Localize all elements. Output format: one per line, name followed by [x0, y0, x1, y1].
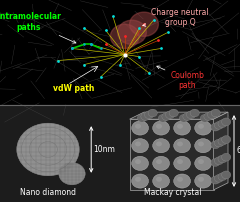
- Circle shape: [177, 159, 183, 164]
- Circle shape: [132, 121, 149, 135]
- Circle shape: [211, 123, 220, 131]
- Bar: [0, 0, 240, 105]
- Circle shape: [166, 111, 175, 119]
- Circle shape: [135, 177, 141, 182]
- Circle shape: [195, 121, 211, 135]
- Text: 10nm: 10nm: [94, 145, 115, 154]
- Circle shape: [214, 121, 224, 129]
- Circle shape: [190, 109, 199, 117]
- Circle shape: [132, 139, 149, 153]
- Circle shape: [174, 174, 191, 188]
- Circle shape: [59, 163, 85, 185]
- Circle shape: [198, 159, 204, 164]
- Circle shape: [198, 177, 204, 182]
- Circle shape: [195, 174, 211, 188]
- Circle shape: [135, 159, 141, 164]
- Circle shape: [174, 156, 191, 170]
- Circle shape: [174, 121, 191, 135]
- Circle shape: [214, 175, 224, 182]
- Circle shape: [141, 113, 150, 120]
- Polygon shape: [130, 119, 214, 190]
- Text: 6nm: 6nm: [236, 146, 240, 156]
- Circle shape: [218, 137, 227, 145]
- Text: Mackay crystal: Mackay crystal: [144, 188, 202, 197]
- Circle shape: [222, 153, 231, 161]
- Circle shape: [204, 113, 213, 120]
- Circle shape: [211, 109, 220, 117]
- Circle shape: [174, 139, 191, 153]
- Circle shape: [132, 174, 149, 188]
- Circle shape: [144, 111, 154, 119]
- Circle shape: [156, 159, 162, 164]
- Polygon shape: [130, 112, 228, 119]
- Circle shape: [179, 114, 189, 122]
- Circle shape: [211, 176, 220, 184]
- Circle shape: [222, 136, 231, 143]
- Circle shape: [156, 177, 162, 182]
- Circle shape: [218, 173, 227, 181]
- Circle shape: [214, 139, 224, 147]
- Circle shape: [200, 114, 210, 122]
- Circle shape: [153, 139, 169, 153]
- Circle shape: [211, 141, 220, 149]
- Circle shape: [183, 113, 192, 120]
- Circle shape: [153, 156, 169, 170]
- Circle shape: [17, 123, 79, 176]
- Circle shape: [195, 156, 211, 170]
- Circle shape: [162, 113, 171, 120]
- Circle shape: [177, 141, 183, 146]
- Circle shape: [158, 114, 168, 122]
- Circle shape: [135, 141, 141, 146]
- Circle shape: [195, 139, 211, 153]
- Circle shape: [222, 171, 231, 179]
- Circle shape: [132, 156, 149, 170]
- Circle shape: [218, 120, 227, 127]
- Bar: [0, 105, 240, 202]
- Circle shape: [156, 141, 162, 146]
- Circle shape: [186, 111, 196, 119]
- Circle shape: [148, 109, 157, 117]
- Circle shape: [169, 109, 178, 117]
- Text: Charge neutral
group Q: Charge neutral group Q: [143, 8, 209, 27]
- Polygon shape: [214, 112, 228, 190]
- Text: Coulomb
path: Coulomb path: [157, 66, 204, 90]
- Text: Intramolecular
paths: Intramolecular paths: [0, 12, 76, 43]
- Text: Nano diamond: Nano diamond: [20, 188, 76, 197]
- Circle shape: [222, 118, 231, 126]
- Circle shape: [177, 124, 183, 129]
- Circle shape: [153, 174, 169, 188]
- Circle shape: [137, 114, 146, 122]
- Circle shape: [153, 121, 169, 135]
- Text: vdW path: vdW path: [53, 84, 94, 93]
- Circle shape: [218, 155, 227, 163]
- Circle shape: [177, 177, 183, 182]
- Circle shape: [135, 124, 141, 129]
- Circle shape: [156, 124, 162, 129]
- Circle shape: [198, 124, 204, 129]
- Circle shape: [214, 157, 224, 165]
- Circle shape: [198, 141, 204, 146]
- Circle shape: [211, 159, 220, 166]
- Circle shape: [118, 20, 146, 44]
- Circle shape: [130, 12, 158, 36]
- Circle shape: [207, 111, 217, 119]
- Circle shape: [110, 24, 139, 48]
